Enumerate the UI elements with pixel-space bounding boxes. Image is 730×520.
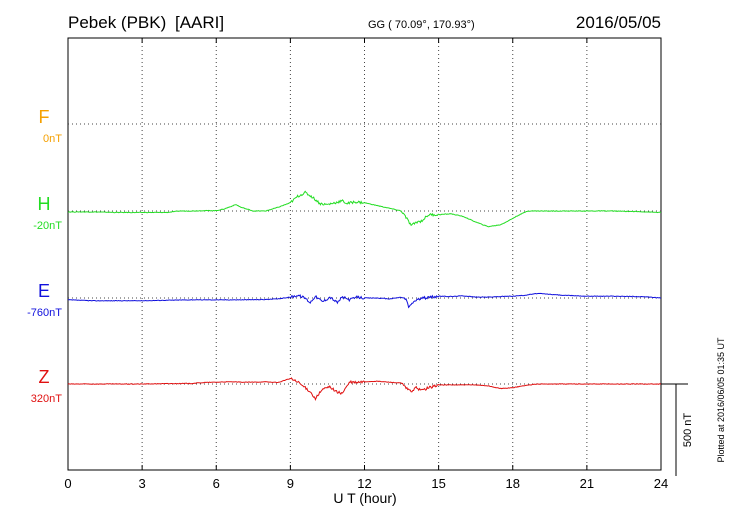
series-letter-E: E xyxy=(38,281,50,301)
series-letter-F: F xyxy=(39,107,50,127)
series-letter-H: H xyxy=(38,194,51,214)
plotted-at-note: Plotted at 2016/06/05 01:35 UT xyxy=(716,337,726,463)
scale-bar: 500 nT xyxy=(661,383,694,476)
station-title: Pebek (PBK) xyxy=(68,13,166,32)
coordinates-label: GG ( 70.09°, 170.93°) xyxy=(368,19,475,31)
series-line-Z xyxy=(67,377,662,401)
x-tick-label-21: 21 xyxy=(580,476,594,491)
date-label: 2016/05/05 xyxy=(576,13,661,32)
x-tick-label-24: 24 xyxy=(654,476,668,491)
x-axis-ticks: 0 3 6 9 12 15 18 21 24 xyxy=(64,38,668,491)
x-tick-label-3: 3 xyxy=(139,476,146,491)
x-tick-label-9: 9 xyxy=(287,476,294,491)
x-axis-title: U T (hour) xyxy=(333,490,396,506)
series-baseline-label-E: -760nT xyxy=(27,307,62,319)
x-tick-label-6: 6 xyxy=(213,476,220,491)
series-letter-Z: Z xyxy=(39,367,50,387)
network-title: [AARI] xyxy=(175,13,224,32)
series-labels: F 0nT H -20nT E -760nT Z 320nT xyxy=(27,107,62,405)
series-line-H xyxy=(67,190,661,228)
x-tick-label-15: 15 xyxy=(431,476,445,491)
series-baseline-label-H: -20nT xyxy=(33,220,62,232)
x-tick-label-0: 0 xyxy=(64,476,71,491)
grid xyxy=(68,38,661,470)
series-line-E xyxy=(67,292,661,309)
series-baseline-label-F: 0nT xyxy=(43,133,62,145)
x-tick-label-18: 18 xyxy=(506,476,520,491)
series-baseline-label-Z: 320nT xyxy=(31,393,62,405)
x-tick-label-12: 12 xyxy=(357,476,371,491)
scale-bar-label: 500 nT xyxy=(682,413,694,448)
series-layer xyxy=(67,190,662,401)
